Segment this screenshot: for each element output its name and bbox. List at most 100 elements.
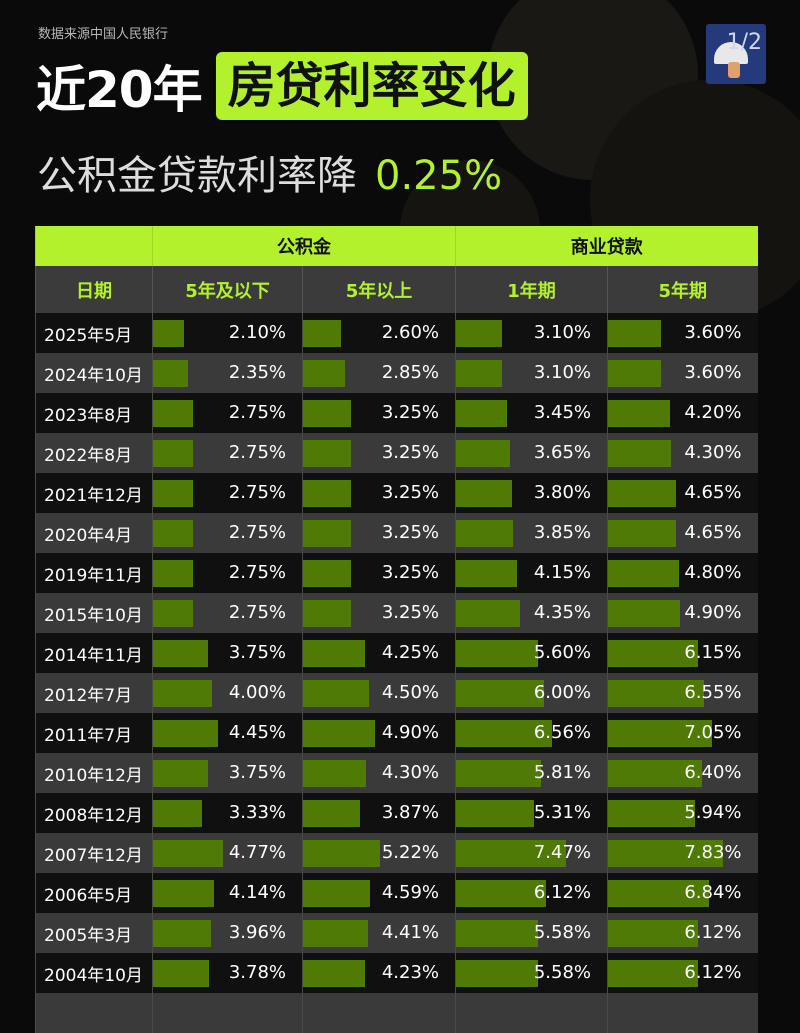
rate-cell: 2.75% <box>152 433 303 473</box>
rate-cell: 6.00% <box>455 673 608 713</box>
rate-cell: 6.12% <box>607 913 758 953</box>
rate-value: 6.55% <box>684 682 742 703</box>
page-indicator: 1/2 <box>726 30 762 55</box>
rate-bar <box>153 920 212 947</box>
rate-cell: 4.50% <box>302 673 456 713</box>
empty-cell <box>455 993 608 1033</box>
rate-bar <box>153 880 214 907</box>
table-row: 2024年10月 2.35% 2.85% 3.10% 3.60% <box>35 353 758 393</box>
row-date: 2005年3月 <box>35 913 153 953</box>
rate-cell: 3.25% <box>302 473 456 513</box>
rate-bar <box>608 640 699 667</box>
rate-value: 5.94% <box>684 802 742 823</box>
row-date: 2011年7月 <box>35 713 153 753</box>
rate-cell: 2.75% <box>152 473 303 513</box>
table-row: 2011年7月 4.45% 4.90% 6.56% 7.05% <box>35 713 758 753</box>
column-header: 日期 <box>35 266 153 313</box>
rate-bar <box>608 480 677 507</box>
rate-value: 2.75% <box>228 442 286 463</box>
rate-bar <box>608 400 670 427</box>
table-row: 2008年12月 3.33% 3.87% 5.31% 5.94% <box>35 793 758 833</box>
rate-value: 3.25% <box>381 482 439 503</box>
table-row: 2015年10月 2.75% 3.25% 4.35% 4.90% <box>35 593 758 633</box>
rate-bar <box>303 760 367 787</box>
rate-value: 3.65% <box>533 442 591 463</box>
group-header-empty <box>35 226 153 266</box>
table-row: 2025年5月 2.10% 2.60% 3.10% 3.60% <box>35 313 758 353</box>
rate-bar <box>303 800 360 827</box>
rate-bar <box>608 960 698 987</box>
rate-cell: 6.40% <box>607 753 758 793</box>
rate-cell: 3.65% <box>455 433 608 473</box>
rate-cell: 2.10% <box>152 313 303 353</box>
rate-bar <box>608 880 709 907</box>
rate-bar <box>303 960 366 987</box>
rate-bar <box>608 800 696 827</box>
rate-bar <box>456 920 539 947</box>
table-row: 2021年12月 2.75% 3.25% 3.80% 4.65% <box>35 473 758 513</box>
rate-bar <box>456 840 566 867</box>
rate-bar <box>608 600 681 627</box>
data-source: 数据来源中国人民银行 <box>38 27 169 42</box>
rate-cell: 3.80% <box>455 473 608 513</box>
rate-value: 3.25% <box>381 602 439 623</box>
rate-cell: 4.20% <box>607 393 758 433</box>
rate-cell: 3.60% <box>607 313 758 353</box>
table-row: 2012年7月 4.00% 4.50% 6.00% 6.55% <box>35 673 758 713</box>
rate-cell: 3.25% <box>302 393 456 433</box>
rate-bar <box>456 640 539 667</box>
subtitle-highlight: 0.25% <box>375 153 503 199</box>
rate-cell: 4.90% <box>302 713 456 753</box>
rate-value: 3.80% <box>533 482 591 503</box>
rate-bar <box>303 840 380 867</box>
rate-bar <box>456 440 510 467</box>
subtitle-text: 公积金贷款利率降 <box>37 153 357 199</box>
rate-value: 6.15% <box>684 642 742 663</box>
rate-cell: 4.45% <box>152 713 303 753</box>
group-header-provident-fund: 公积金 <box>152 226 456 266</box>
rate-value: 6.12% <box>684 922 742 943</box>
rate-bar <box>456 320 502 347</box>
rate-bar <box>456 880 546 907</box>
rate-bar <box>303 680 370 707</box>
rate-value: 3.25% <box>381 522 439 543</box>
rate-bar <box>303 320 342 347</box>
rate-bar <box>456 560 517 587</box>
rate-bar <box>303 360 345 387</box>
rate-bar <box>608 840 724 867</box>
rate-bar <box>456 520 513 547</box>
rate-bar <box>153 600 194 627</box>
rate-cell: 4.25% <box>302 633 456 673</box>
rate-cell: 2.35% <box>152 353 303 393</box>
rate-value: 4.50% <box>381 682 439 703</box>
rate-bar <box>608 520 677 547</box>
row-date: 2019年11月 <box>35 553 153 593</box>
rate-value: 4.90% <box>684 602 742 623</box>
rate-value: 7.47% <box>533 842 591 863</box>
table-row: 2020年4月 2.75% 3.25% 3.85% 4.65% <box>35 513 758 553</box>
thumbnail-badge[interactable]: 1/2 <box>706 24 766 84</box>
rate-cell: 3.78% <box>152 953 303 993</box>
rate-bar <box>303 400 351 427</box>
rate-bar <box>303 560 351 587</box>
rate-value: 2.75% <box>228 402 286 423</box>
row-date: 2004年10月 <box>35 953 153 993</box>
rate-value: 2.60% <box>381 322 439 343</box>
rate-cell: 2.60% <box>302 313 456 353</box>
rate-value: 6.56% <box>533 722 591 743</box>
rate-value: 3.60% <box>684 362 742 383</box>
rate-value: 4.00% <box>228 682 286 703</box>
rate-cell: 4.65% <box>607 473 758 513</box>
table-row: 2005年3月 3.96% 4.41% 5.58% 6.12% <box>35 913 758 953</box>
subtitle: 公积金贷款利率降 0.25% <box>37 143 502 201</box>
rate-cell: 6.55% <box>607 673 758 713</box>
rate-value: 3.87% <box>381 802 439 823</box>
title-prefix: 近20年 <box>36 61 203 119</box>
rate-bar <box>153 480 194 507</box>
rate-bar <box>303 640 366 667</box>
title-highlight: 房贷利率变化 <box>215 52 528 120</box>
rate-bar <box>456 960 539 987</box>
row-date: 2025年5月 <box>35 313 153 353</box>
rate-bar <box>153 440 194 467</box>
rate-value: 2.75% <box>228 522 286 543</box>
